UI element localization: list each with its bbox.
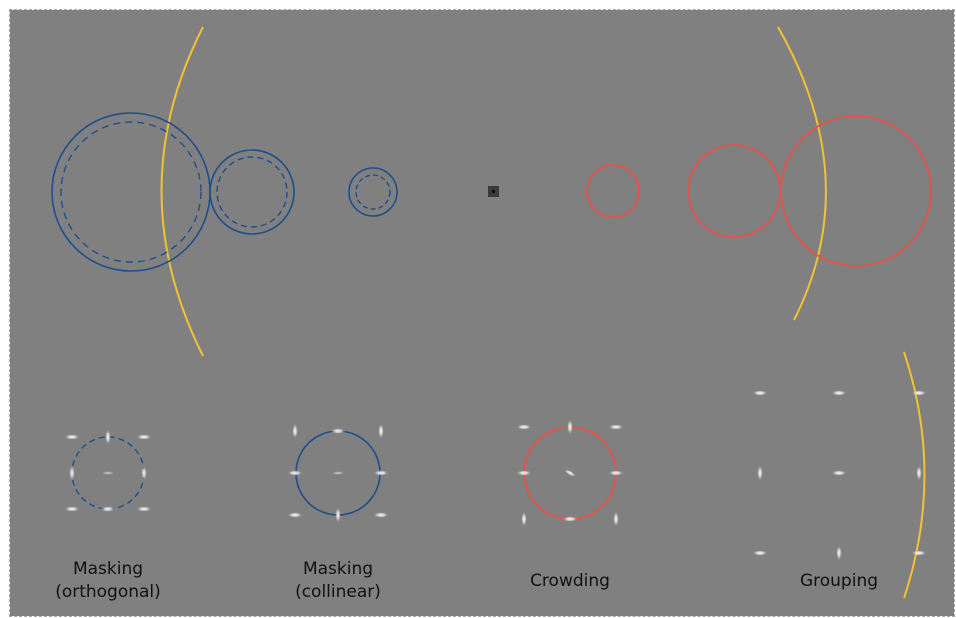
blue-outer-circle-medium [209, 149, 295, 235]
blue-inner-dashed-circle-large [60, 121, 202, 263]
gabor-patch [287, 512, 303, 518]
red-circle-medium [687, 144, 781, 238]
gabor-patch [516, 424, 532, 430]
crowding-config: Crowding [516, 419, 624, 591]
gabor-patch [562, 516, 578, 522]
gabor-patch [287, 470, 303, 476]
gabor-patch [292, 423, 298, 439]
caption-crowding: Crowding [530, 571, 610, 591]
gabor-patch [836, 545, 842, 561]
gabor-patch [911, 390, 927, 396]
caption-orthogonal-line1: Masking [73, 559, 143, 579]
caption-orthogonal-line2: (orthogonal) [55, 582, 161, 602]
collinear-gabors [287, 423, 389, 523]
blue-outer-circle-large [51, 112, 211, 272]
gabor-patch [516, 470, 532, 476]
eccentricity-panel [51, 26, 932, 357]
gabor-patch [916, 465, 922, 481]
gabor-patch [521, 511, 527, 527]
gabor-patch [64, 434, 80, 440]
caption-grouping: Grouping [800, 571, 878, 591]
gabor-patch [136, 506, 152, 512]
gabor-patch [752, 390, 768, 396]
figure-panel: Masking (orthogonal) Masking (collinear) [9, 9, 955, 617]
crowding-gabors [516, 419, 624, 527]
grouping-yellow-arc [903, 351, 926, 599]
orthogonal-gabors [64, 429, 152, 512]
gabor-patch-target [563, 468, 577, 478]
gabor-patch [141, 465, 147, 481]
gabor-patch [64, 506, 80, 512]
gabor-patch-target [831, 470, 847, 476]
gabor-patch [752, 550, 768, 556]
caption-collinear-line2: (collinear) [295, 582, 381, 602]
fixation-dot [492, 190, 495, 193]
gabor-patch [911, 550, 927, 556]
left-yellow-arc [160, 26, 204, 357]
gabor-patch [373, 470, 389, 476]
red-circle-small [586, 164, 640, 218]
masking-collinear-config: Masking (collinear) [287, 423, 389, 602]
right-yellow-arc [777, 26, 827, 321]
blue-inner-dashed-circle-medium [216, 156, 288, 228]
gabor-patch [373, 512, 389, 518]
diagram-canvas: Masking (orthogonal) Masking (collinear) [51, 26, 932, 602]
gabor-patch [330, 428, 346, 434]
gabor-patch-target [101, 471, 115, 475]
gabor-patch [69, 465, 75, 481]
red-circle-large [780, 115, 932, 267]
gabor-patch [378, 423, 384, 439]
gabor-patch [831, 390, 847, 396]
caption-collinear-line1: Masking [303, 559, 373, 579]
grouping-gabors [752, 390, 927, 561]
gabor-patch [105, 429, 111, 445]
masking-orthogonal-config: Masking (orthogonal) [55, 429, 161, 602]
blue-inner-dashed-circle-small [355, 174, 391, 210]
gabor-patch-target [331, 471, 345, 475]
gabor-patch [608, 424, 624, 430]
gabor-patch [136, 434, 152, 440]
blue-outer-circle-small [348, 167, 398, 217]
gabor-patch [100, 506, 116, 512]
gabor-patch [613, 511, 619, 527]
gabor-patch [335, 507, 341, 523]
grouping-config: Grouping [752, 351, 927, 599]
gabor-patch [608, 470, 624, 476]
gabor-patch [757, 465, 763, 481]
gabor-patch [567, 419, 573, 435]
